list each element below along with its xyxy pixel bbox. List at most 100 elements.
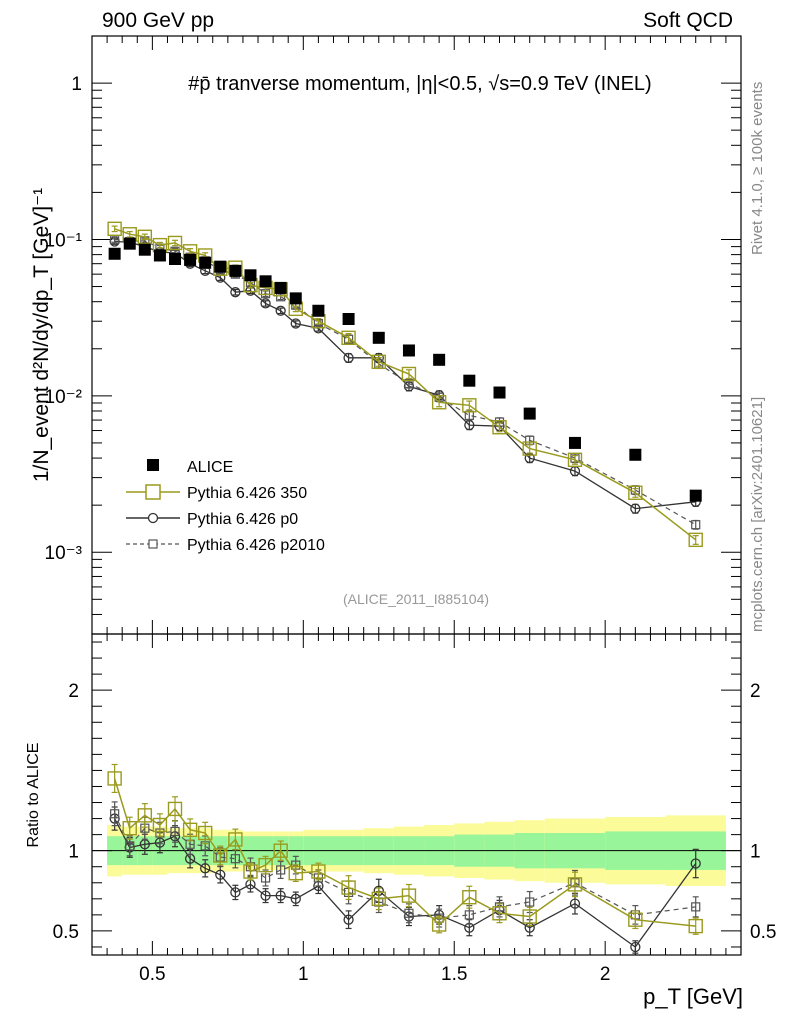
ratio-data-series [107, 763, 703, 954]
ratio-y-axis-label: Ratio to ALICE [25, 743, 42, 848]
y-tick-label-ratio-right: 0.5 [750, 922, 776, 943]
y-tick-label: 1 [71, 74, 82, 95]
y-tick-label-ratio-right: 2 [750, 681, 761, 702]
ratio-plot-frame [91, 633, 742, 956]
main-pythia-350-line [114, 228, 697, 541]
ratio-pythia-p2010-point [525, 897, 535, 907]
x-tick-label: 1.5 [441, 964, 467, 985]
chart-title: #p̄ tranverse momentum, |η|<0.5, √s=0.9 … [188, 73, 651, 95]
main-alice-point [289, 292, 302, 305]
main-alice-point [342, 313, 355, 326]
main-alice-point [123, 237, 136, 250]
ratio-pythia-350-point [182, 822, 198, 838]
ratio-pythia-350-point [137, 808, 153, 823]
y-tick-label-ratio-right: 1 [750, 842, 761, 863]
y-tick-label: 10⁻³ [45, 543, 83, 564]
ratio-pythia-p0-point [343, 914, 354, 925]
main-pythia-350-point [107, 221, 122, 236]
main-pythia-350-point [431, 395, 447, 410]
ratio-pythia-350-point [152, 817, 168, 833]
ratio-pythia-350-point [492, 906, 507, 921]
ratio-pythia-350-point [197, 825, 213, 841]
ratio-pythia-350-line [113, 778, 696, 927]
main-y-axis-label: 1/N_event d²N/dy/dp_T [GeV]⁻¹ [30, 188, 53, 482]
legend: ALICE Pythia 6.426 350 Pythia 6.426 p0 P… [126, 459, 325, 554]
main-alice-point [274, 281, 287, 294]
main-alice-point [229, 264, 242, 277]
main-pythia-350-point [462, 398, 477, 413]
main-pythia-350-point [341, 330, 356, 346]
x-tick-label: 2 [600, 964, 611, 985]
y-tick-label: 10⁻¹ [45, 230, 83, 251]
main-pythia-350-point [522, 441, 537, 456]
ratio-pythia-p2010-point [276, 865, 286, 875]
x-axis-label: p_T [GeV] [643, 984, 743, 1009]
main-data-series [107, 221, 703, 548]
y-tick-label-ratio: 2 [68, 681, 79, 702]
main-alice-point [138, 243, 151, 256]
main-alice-point [169, 252, 182, 265]
ratio-pythia-350-point [341, 880, 356, 895]
main-pythia-350-point [167, 235, 183, 251]
main-pythia-350-point [567, 452, 583, 467]
ratio-pythia-350-point [213, 848, 228, 863]
ratio-pythia-350-point [167, 801, 183, 817]
main-axis-ticks: 10⁻³ 10⁻² 10⁻¹ 1 [45, 35, 742, 635]
legend-alice-label: ALICE [187, 459, 233, 476]
main-alice-point [108, 247, 121, 260]
main-pythia-350-point [401, 366, 417, 382]
y-tick-label: 10⁻² [45, 387, 83, 408]
ratio-pythia-p2010-point [125, 841, 135, 851]
main-pythia-p2010-point [404, 378, 414, 389]
main-pythia-350-point [688, 532, 703, 548]
y-tick-label-ratio: 0.5 [53, 922, 79, 943]
ratio-pythia-p2010-point [691, 902, 701, 912]
main-alice-point [523, 407, 536, 420]
ratio-pythia-p0-line [114, 818, 697, 948]
main-alice-point [153, 249, 166, 262]
ratio-pythia-p0-point [215, 869, 226, 880]
main-alice-point [493, 386, 506, 399]
main-alice-point [244, 269, 257, 282]
mcplots-label: mcplots.cern.ch [arXiv:2401.10621] [749, 397, 766, 632]
ratio-pythia-p2010-point [170, 826, 180, 837]
legend-p350-label: Pythia 6.426 350 [187, 485, 307, 502]
main-pythia-p0-point [630, 503, 641, 514]
ratio-pythia-350-point [371, 891, 386, 907]
legend-p0-marker [147, 512, 159, 524]
main-alice-point [689, 489, 702, 502]
ratio-pythia-350-point [258, 857, 273, 873]
ratio-pythia-350-point [243, 864, 258, 879]
main-alice-point [433, 353, 446, 366]
legend-p350-marker [145, 484, 161, 500]
ratio-pythia-p2010-point [230, 854, 240, 864]
ratio-pythia-350-point [288, 865, 303, 881]
main-pythia-p0-point [230, 287, 241, 298]
ratio-pythia-p0-point [275, 890, 286, 901]
analysis-reference: (ALICE_2011_I885104) [343, 591, 489, 607]
header-left-label: 900 GeV pp [102, 9, 214, 32]
main-alice-point [568, 436, 581, 449]
ratio-axis-ticks: 0.5 1 1.5 2 0.5 0.5 1 1 2 2 [53, 634, 776, 985]
ratio-uncertainty-bands [92, 815, 741, 886]
x-tick-label: 0.5 [139, 964, 165, 985]
main-pythia-p2010-point [691, 520, 701, 530]
ratio-pythia-350-point [107, 771, 122, 786]
main-alice-point [184, 253, 197, 266]
ratio-pythia-350-point [462, 890, 477, 905]
ratio-pythia-p0-point [200, 863, 211, 874]
main-alice-point [463, 374, 476, 387]
ratio-pythia-p2010-line [114, 813, 696, 919]
main-pythia-350-point [492, 420, 507, 435]
main-pythia-p0-point [464, 419, 475, 431]
ratio-pythia-p2010-point [404, 908, 414, 918]
ratio-pythia-p0-point [569, 898, 581, 909]
ratio-pythia-350-point [431, 917, 447, 932]
ratio-pythia-350-point [522, 909, 537, 924]
rivet-version-label: Rivet 4.1.0, ≥ 100k events [749, 82, 766, 255]
legend-alice-marker [147, 459, 159, 471]
main-alice-point [312, 304, 325, 317]
legend-p0-label: Pythia 6.426 p0 [187, 511, 298, 528]
main-pythia-p0-point [260, 298, 271, 309]
